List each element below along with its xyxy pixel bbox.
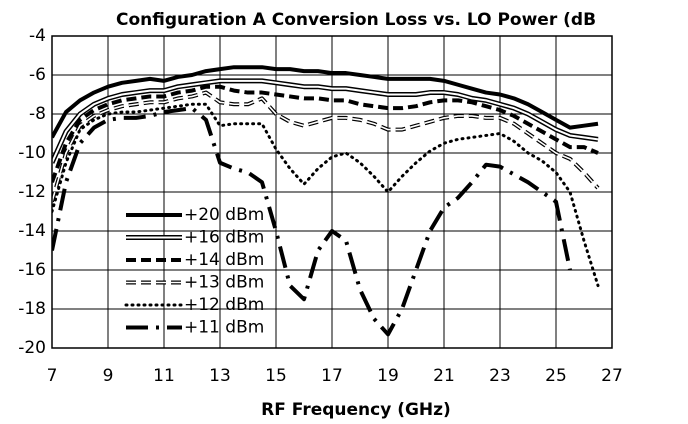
y-tick-label: -18 bbox=[18, 299, 46, 319]
legend-label: +12 dBm bbox=[184, 295, 264, 315]
x-tick-label: 21 bbox=[433, 366, 455, 386]
x-tick-label: 17 bbox=[321, 366, 343, 386]
y-tick-label: -12 bbox=[18, 182, 46, 202]
plot-frame bbox=[51, 35, 613, 349]
legend-label: +16 dBm bbox=[184, 228, 264, 248]
y-tick-label: -6 bbox=[29, 65, 46, 85]
y-tick-label: -8 bbox=[29, 104, 46, 124]
y-tick-label: -4 bbox=[29, 26, 46, 46]
x-tick-label: 11 bbox=[153, 366, 175, 386]
x-tick-label: 25 bbox=[545, 366, 567, 386]
x-tick-label: 27 bbox=[601, 366, 623, 386]
x-tick-label: 7 bbox=[47, 366, 58, 386]
series-line bbox=[52, 106, 572, 337]
x-tick-label: 23 bbox=[489, 366, 511, 386]
chart-title: Configuration A Conversion Loss vs. LO P… bbox=[116, 10, 596, 30]
y-tick-label: -20 bbox=[18, 338, 46, 358]
legend-label: +13 dBm bbox=[184, 273, 264, 293]
x-tick-label: 9 bbox=[103, 366, 114, 386]
y-tick-label: -10 bbox=[18, 143, 46, 163]
series-line-inner bbox=[52, 79, 599, 164]
x-tick-label: 13 bbox=[209, 366, 231, 386]
x-tick-label: 15 bbox=[265, 366, 287, 386]
y-tick-label: -14 bbox=[18, 221, 46, 241]
series-line-inner bbox=[52, 91, 599, 202]
legend-label: +14 dBm bbox=[184, 250, 264, 270]
series-line bbox=[52, 102, 600, 288]
legend-label: +20 dBm bbox=[184, 205, 264, 225]
series-line bbox=[52, 65, 599, 139]
y-tick-label: -16 bbox=[18, 260, 46, 280]
x-tick-label: 19 bbox=[377, 366, 399, 386]
legend-label: +11 dBm bbox=[184, 318, 264, 338]
x-axis-title: RF Frequency (GHz) bbox=[261, 400, 451, 420]
series-line bbox=[52, 84, 599, 183]
